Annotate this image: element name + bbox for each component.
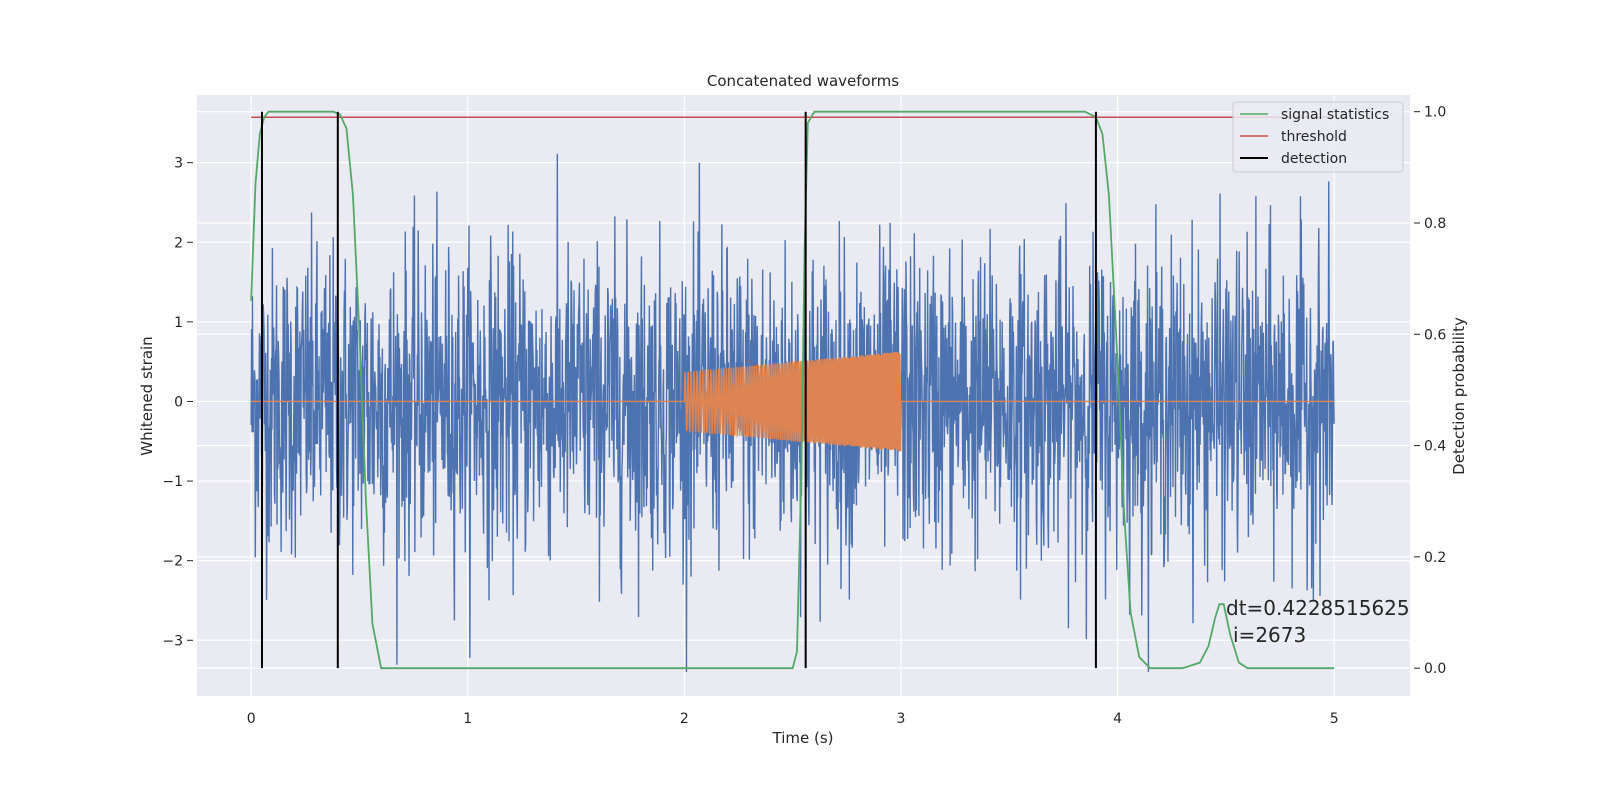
y-tick-label: 1	[174, 315, 183, 331]
y2-tick-label: 1.0	[1424, 105, 1446, 121]
signal-statistics-line	[250, 110, 1335, 670]
y2-axis-label: Detection probability	[1450, 317, 1468, 475]
y2-tick-label: 0.0	[1424, 661, 1446, 677]
y2-tick-label: 0.8	[1424, 216, 1446, 232]
legend-box	[1232, 101, 1404, 173]
y-tick-label: −2	[162, 554, 183, 570]
x-tick-label: 3	[897, 711, 906, 727]
plot-series	[250, 110, 1335, 673]
waveform-series-line	[251, 351, 1335, 452]
y2-tick-label: 0.6	[1424, 327, 1446, 343]
tick-labels: 0 1 2 3 4 5 −3 −2 −1 0 1 2 3 0.0 0.2 0.4 0.6 0.8 1.0	[162, 105, 1446, 727]
annotation-i: i=2673	[1233, 623, 1306, 647]
annotation-dt: dt=0.4228515625	[1226, 596, 1410, 620]
x-tick-label: 2	[680, 711, 689, 727]
x-tick-label: 5	[1330, 711, 1339, 727]
legend-label-threshold: threshold	[1281, 129, 1347, 145]
y-tick-label: −3	[162, 633, 183, 649]
legend-label-detection: detection	[1281, 151, 1347, 167]
y2-tick-label: 0.2	[1424, 550, 1446, 566]
x-tick-label: 4	[1113, 711, 1122, 727]
y-tick-label: 2	[174, 235, 183, 251]
x-tick-label: 1	[463, 711, 472, 727]
legend: signal statistics threshold detection	[1232, 101, 1404, 173]
chart-title: Concatenated waveforms	[707, 72, 899, 90]
y-axis-label: Whitened strain	[138, 336, 156, 455]
y2-tick-label: 0.4	[1424, 439, 1446, 455]
x-tick-label: 0	[247, 711, 256, 727]
y-tick-label: −1	[162, 474, 183, 490]
y-tick-label: 0	[174, 394, 183, 410]
y-tick-label: 3	[174, 156, 183, 172]
x-axis-label: Time (s)	[772, 729, 834, 747]
legend-label-signal-statistics: signal statistics	[1281, 107, 1389, 123]
